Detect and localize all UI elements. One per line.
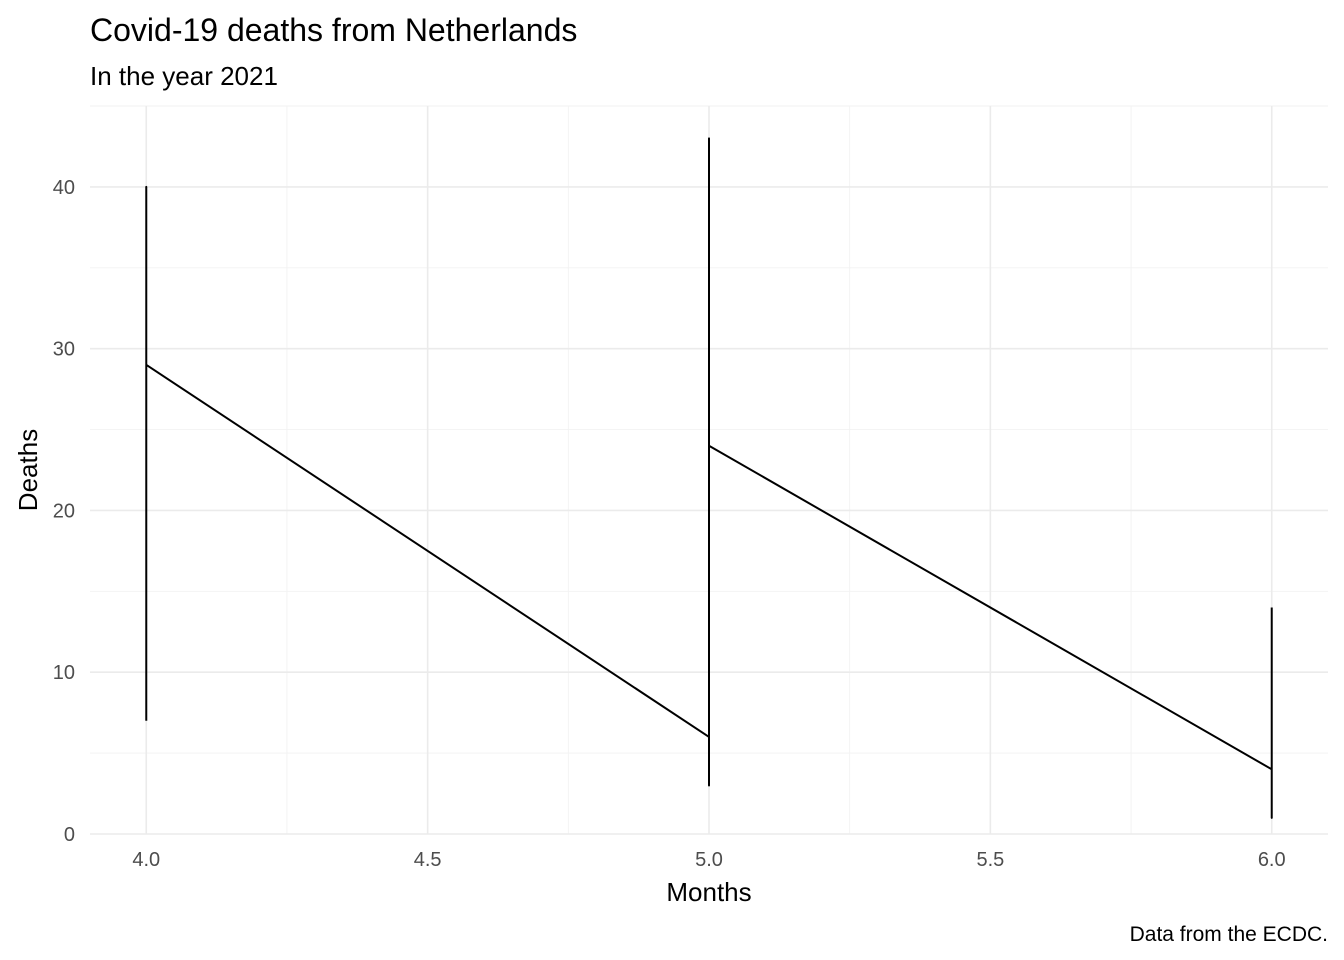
series-line	[145, 137, 1273, 819]
x-tick-label: 5.0	[695, 849, 723, 871]
y-axis-ticks: 0 10 20 30 40	[53, 177, 75, 846]
y-axis-title: Deaths	[13, 429, 43, 511]
x-axis-ticks: 4.0 4.5 5.0 5.5 6.0	[132, 849, 1285, 871]
caption: Data from the ECDC.	[1130, 923, 1328, 946]
y-tick-label: 0	[64, 824, 75, 846]
x-tick-label: 6.0	[1258, 849, 1286, 871]
y-tick-label: 40	[53, 177, 75, 199]
y-tick-label: 30	[53, 339, 75, 361]
x-tick-label: 4.5	[414, 849, 442, 871]
x-axis-title: Months	[666, 877, 751, 907]
chart-subtitle: In the year 2021	[90, 61, 278, 91]
y-tick-label: 10	[53, 662, 75, 684]
y-tick-label: 20	[53, 500, 75, 522]
series-layer	[145, 137, 1273, 819]
chart-title: Covid-19 deaths from Netherlands	[90, 12, 577, 48]
x-tick-label: 4.0	[132, 849, 160, 871]
plot-panel	[90, 105, 1328, 835]
x-tick-label: 5.5	[976, 849, 1004, 871]
